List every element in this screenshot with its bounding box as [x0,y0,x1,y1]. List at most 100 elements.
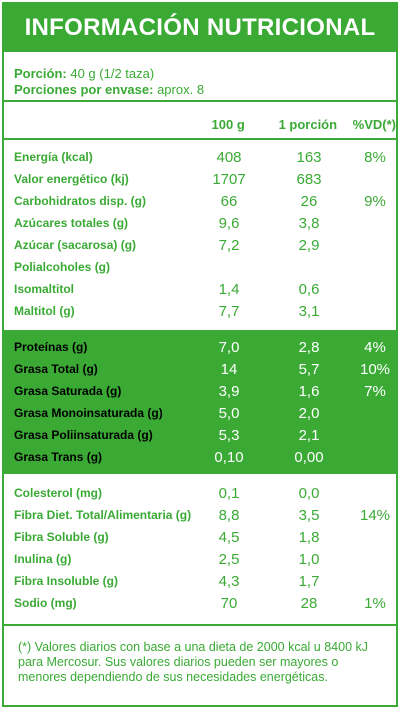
value-per-100g: 7,2 [218,236,240,254]
column-header-vd: %VD(*) [352,116,396,132]
nutrient-label: Azúcar (sacarosa) (g) [14,238,137,252]
nutrient-label: Isomaltitol [14,282,75,296]
nutrient-row: Azúcar (sacarosa) (g) 7,2 2,9 [4,234,396,256]
value-per-100g: 0,1 [218,484,240,502]
nutrient-label: Inulina (g) [14,552,72,566]
nutrient-label: Carbohidratos disp. (g) [14,194,146,208]
servings-per-container: Porciones por envase: aprox. 8 [14,82,386,98]
daily-value-percent: 10% [359,360,391,378]
value-per-100g: 5,3 [218,426,240,444]
divider [4,624,396,626]
servings-label: Porciones por envase: [14,82,154,97]
column-header-100g: 100 g [211,116,245,132]
nutrient-label: Grasa Saturada (g) [14,384,122,398]
nutrient-row: Isomaltitol 1,4 0,6 [4,278,396,300]
value-per-portion: 1,0 [298,550,320,568]
nutrient-row: Colesterol (mg) 0,1 0,0 [4,482,396,504]
nutrient-label: Colesterol (mg) [14,486,103,500]
nutrient-row: Grasa Trans (g) 0,10 0,00 [4,446,396,468]
nutrient-row: Fibra Diet. Total/Alimentaria (g) 8,8 3,5 1… [4,504,396,526]
daily-value-percent: 8% [364,148,386,166]
nutrient-label: Sodio (mg) [14,596,77,610]
value-per-100g: 5,0 [218,404,240,422]
portion-size-label: Porción: [14,66,67,81]
nutrient-label: Grasa Total (g) [14,362,98,376]
nutrient-label: Polialcoholes (g) [14,260,111,274]
value-per-portion: 0,0 [298,484,320,502]
daily-value-percent: 7% [364,382,386,400]
nutrient-row: Grasa Monoinsaturada (g) 5,0 2,0 [4,402,396,424]
daily-value-percent: 1% [364,594,386,612]
divider [4,138,396,140]
nutrient-label: Grasa Poliinsaturada (g) [14,428,153,442]
value-per-100g: 4,5 [218,528,240,546]
nutrient-row: Grasa Poliinsaturada (g) 5,3 2,1 [4,424,396,446]
value-per-portion: 1,8 [298,528,320,546]
nutrient-label: Grasa Monoinsaturada (g) [14,406,163,420]
fiber-sodium-section: Colesterol (mg) 0,1 0,0 Fibra Diet. Total/A… [4,474,396,624]
nutrient-label: Grasa Trans (g) [14,450,103,464]
value-per-100g: 66 [220,192,238,210]
nutrient-row: Energía (kcal) 408 163 8% [4,146,396,168]
energy-carbs-section: Energía (kcal) 408 163 8% Valor energético (… [4,140,396,330]
nutrient-row: Proteínas (g) 7,0 2,8 4% [4,336,396,358]
value-per-portion: 0,6 [298,280,320,298]
servings-value: aprox. 8 [157,82,205,97]
nutrient-row: Sodio (mg) 70 28 1% [4,592,396,614]
divider [4,100,396,102]
column-header-portion: 1 porción [278,116,338,132]
nutrient-label: Energía (kcal) [14,150,93,164]
daily-value-percent: 9% [364,192,386,210]
nutrient-row: Polialcoholes (g) [4,256,396,278]
value-per-100g: 14 [220,360,238,378]
value-per-100g: 8,8 [218,506,240,524]
portion-size-value: 40 g (1/2 taza) [70,66,155,81]
nutrient-row: Grasa Total (g) 14 5,7 10% [4,358,396,380]
value-per-portion: 2,1 [298,426,320,444]
portion-info: Porción: 40 g (1/2 taza) Porciones por e… [4,52,396,100]
value-per-portion: 2,0 [298,404,320,422]
nutrient-label: Fibra Soluble (g) [14,530,109,544]
value-per-portion: 2,9 [298,236,320,254]
value-per-portion: 5,7 [298,360,320,378]
nutrient-row: Fibra Insoluble (g) 4,3 1,7 [4,570,396,592]
nutrient-row: Valor energético (kj) 1707 683 [4,168,396,190]
value-per-portion: 2,8 [298,338,320,356]
column-headers: 100 g 1 porción %VD(*) [4,110,396,138]
daily-value-footnote: (*) Valores diarios con base a una dieta… [18,640,368,684]
daily-value-percent: 4% [364,338,386,356]
value-per-100g: 1,4 [218,280,240,298]
nutrient-label: Fibra Diet. Total/Alimentaria (g) [14,508,192,522]
value-per-100g: 7,7 [218,302,240,320]
value-per-portion: 163 [296,148,322,166]
nutrient-label: Valor energético (kj) [14,172,129,186]
nutrient-label: Azúcares totales (g) [14,216,129,230]
value-per-portion: 3,8 [298,214,320,232]
value-per-100g: 0,10 [214,448,244,466]
nutrient-row: Grasa Saturada (g) 3,9 1,6 7% [4,380,396,402]
value-per-100g: 408 [216,148,242,166]
nutrient-row: Inulina (g) 2,5 1,0 [4,548,396,570]
value-per-100g: 3,9 [218,382,240,400]
daily-value-percent: 14% [359,506,391,524]
nutrient-label: Proteínas (g) [14,340,88,354]
value-per-100g: 2,5 [218,550,240,568]
nutrient-label: Maltitol (g) [14,304,75,318]
value-per-100g: 1707 [212,170,246,188]
value-per-100g: 70 [220,594,238,612]
protein-fat-section: Proteínas (g) 7,0 2,8 4% Grasa Total (g) 14 5,… [4,330,396,474]
value-per-portion: 28 [300,594,318,612]
value-per-portion: 26 [300,192,318,210]
nutrient-row: Maltitol (g) 7,7 3,1 [4,300,396,322]
nutrient-row: Azúcares totales (g) 9,6 3,8 [4,212,396,234]
value-per-100g: 9,6 [218,214,240,232]
panel-title: INFORMACIÓN NUTRICIONAL [4,4,396,52]
value-per-100g: 4,3 [218,572,240,590]
value-per-portion: 3,1 [298,302,320,320]
nutrient-row: Carbohidratos disp. (g) 66 26 9% [4,190,396,212]
portion-size: Porción: 40 g (1/2 taza) [14,66,386,82]
nutrient-row: Fibra Soluble (g) 4,5 1,8 [4,526,396,548]
value-per-portion: 0,00 [294,448,324,466]
value-per-portion: 1,6 [298,382,320,400]
